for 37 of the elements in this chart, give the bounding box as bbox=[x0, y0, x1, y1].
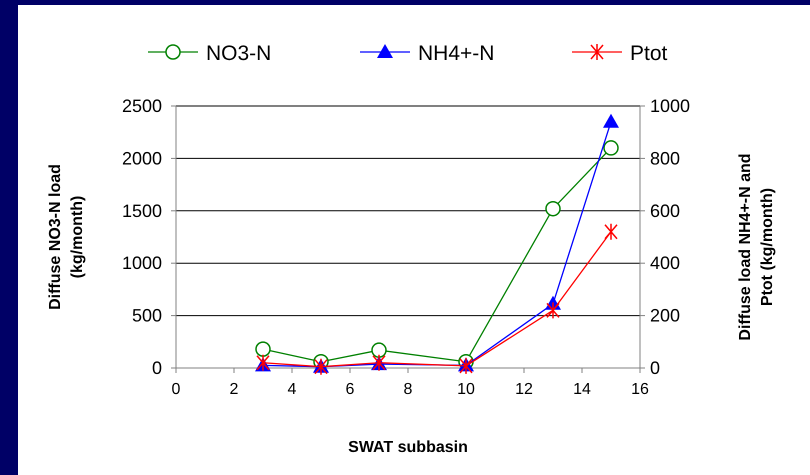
x-tick-label: 4 bbox=[288, 381, 297, 398]
x-tick-label: 12 bbox=[515, 381, 533, 398]
y-tick-label: 2000 bbox=[122, 148, 162, 168]
y-axis-title: Diffuse NO3-N load (kg/month) bbox=[47, 164, 86, 310]
point bbox=[256, 354, 270, 372]
y2-tick-label: 200 bbox=[650, 306, 680, 326]
x-tick-label: 14 bbox=[573, 381, 591, 398]
y2-tick-label: 0 bbox=[650, 358, 660, 378]
y-tick-label: 500 bbox=[132, 306, 162, 326]
point bbox=[545, 200, 561, 216]
x-tick-label: 0 bbox=[172, 381, 181, 398]
point bbox=[603, 114, 619, 128]
point bbox=[546, 302, 560, 320]
x-tick-label: 6 bbox=[346, 381, 355, 398]
y2-axis-title: Diffuse load NH4+-N and Ptot (kg/month) bbox=[737, 153, 776, 341]
y2-tick-label: 600 bbox=[650, 200, 680, 221]
point bbox=[459, 357, 473, 375]
legend-label: NH4+-N bbox=[418, 42, 494, 65]
x-tick-label: 10 bbox=[457, 381, 475, 398]
point bbox=[604, 223, 618, 241]
point bbox=[371, 342, 387, 358]
x-axis-title: SWAT subbasin bbox=[348, 439, 468, 456]
legend-label: Ptot bbox=[630, 42, 668, 65]
point bbox=[255, 341, 271, 357]
x-tick-label: 16 bbox=[631, 381, 649, 398]
y-tick-label: 1000 bbox=[122, 253, 162, 274]
point bbox=[314, 358, 328, 376]
y2-tick-label: 800 bbox=[650, 148, 680, 168]
y-tick-label: 1500 bbox=[122, 200, 162, 221]
point bbox=[603, 140, 619, 156]
y2-tick-label: 1000 bbox=[650, 96, 690, 116]
y-tick-label: 0 bbox=[152, 358, 162, 378]
x-tick-label: 2 bbox=[230, 381, 239, 398]
y2-tick-label: 400 bbox=[650, 253, 680, 274]
y-tick-label: 2500 bbox=[122, 96, 162, 116]
x-tick-label: 8 bbox=[404, 381, 413, 398]
legend-label: NO3-N bbox=[206, 42, 272, 65]
